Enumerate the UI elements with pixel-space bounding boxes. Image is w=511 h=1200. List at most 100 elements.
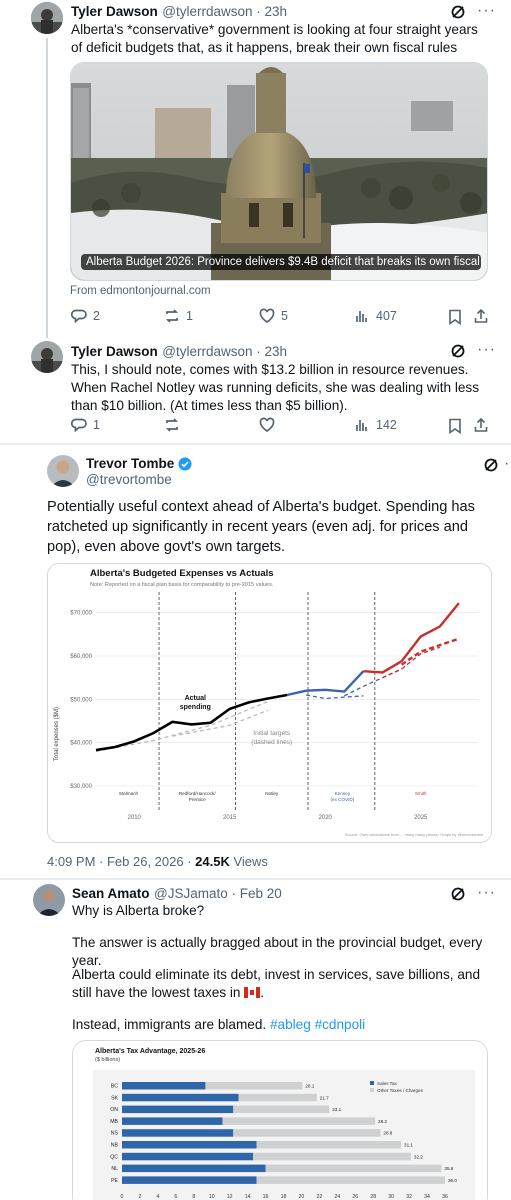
bar-total-label: 28.8 bbox=[383, 1131, 392, 1136]
chart-image-card[interactable]: Alberta's Budgeted Expenses vs Actuals N… bbox=[47, 563, 492, 843]
tweet-line-4-text: Instead, immigrants are blamed. bbox=[72, 1017, 267, 1032]
bar-other-taxes bbox=[252, 1152, 411, 1161]
author-handle[interactable]: @trevortombe bbox=[86, 472, 172, 487]
grok-icon[interactable] bbox=[450, 886, 466, 902]
x-tick-label: 24 bbox=[334, 1194, 340, 1200]
x-tick-label: 4 bbox=[156, 1194, 159, 1200]
like-button[interactable] bbox=[259, 417, 281, 433]
bar-other-taxes bbox=[233, 1129, 381, 1137]
more-icon[interactable]: ··· bbox=[477, 2, 496, 19]
era-label: Notley bbox=[265, 791, 279, 796]
bar-total-label: 31.1 bbox=[404, 1143, 413, 1148]
x-tick-label: 36 bbox=[442, 1194, 448, 1200]
more-icon[interactable]: ··· bbox=[477, 341, 496, 358]
era-label: (ex COVID) bbox=[331, 797, 355, 802]
x-tick-label: 12 bbox=[227, 1194, 233, 1200]
grok-icon[interactable] bbox=[483, 457, 499, 473]
x-tick-label: 20 bbox=[299, 1194, 305, 1200]
reply-button[interactable]: 2 bbox=[71, 308, 100, 324]
reply-button[interactable]: 1 bbox=[71, 417, 100, 433]
views-button[interactable]: 142 bbox=[354, 417, 397, 433]
bookmark-icon[interactable] bbox=[448, 309, 462, 325]
x-tick-label: 2025 bbox=[414, 815, 428, 821]
category-label: NB bbox=[111, 1143, 119, 1149]
chart-title: Alberta's Tax Advantage, 2025-26 bbox=[95, 1048, 205, 1055]
category-label: SK bbox=[111, 1095, 118, 1101]
annotation-actual-spending: Actual bbox=[185, 695, 206, 702]
bar-total-label: 35.6 bbox=[444, 1166, 453, 1171]
tweet-header: Tyler Dawson @tylerrdawson · 23h bbox=[71, 3, 287, 21]
tweet-text: This, I should note, comes with $13.2 bi… bbox=[71, 362, 480, 413]
repost-button[interactable] bbox=[164, 417, 186, 433]
bar-sales-tax bbox=[122, 1117, 223, 1125]
avatar[interactable] bbox=[31, 341, 63, 373]
tweet-timestamp: 4:09 PM · Feb 26, 2026 · 24.5K Views bbox=[47, 854, 268, 869]
bar-sales-tax bbox=[122, 1152, 253, 1161]
grok-icon[interactable] bbox=[450, 343, 466, 359]
avatar[interactable] bbox=[33, 884, 65, 916]
verified-badge-icon bbox=[178, 457, 192, 470]
x-tick-label: 2020 bbox=[319, 815, 333, 821]
reply-count: 2 bbox=[93, 309, 100, 323]
bar-other-taxes bbox=[205, 1082, 303, 1090]
more-icon[interactable]: ··· bbox=[477, 884, 496, 901]
link-card[interactable]: Alberta Budget 2026: Province delivers $… bbox=[70, 62, 488, 281]
y-tick-label: $50,000 bbox=[70, 697, 92, 703]
tax-chart-card[interactable]: Alberta's Tax Advantage, 2025-26 ($ bill… bbox=[72, 1040, 488, 1200]
target-dashed-line bbox=[95, 700, 269, 752]
tweet-text: Potentially useful context ahead of Albe… bbox=[47, 499, 475, 555]
avatar[interactable] bbox=[31, 2, 63, 34]
era-label: Smith bbox=[415, 791, 427, 796]
grok-icon[interactable] bbox=[450, 4, 466, 20]
hashtags-link[interactable]: #ableg #cdnpoli bbox=[269, 1017, 366, 1032]
target-dashed-line bbox=[305, 694, 364, 700]
target-dashed-line bbox=[382, 646, 441, 679]
series-line bbox=[363, 602, 460, 674]
views-button[interactable]: 407 bbox=[354, 308, 397, 324]
x-tick-label: 16 bbox=[263, 1194, 269, 1200]
author-name[interactable]: Tyler Dawson bbox=[71, 344, 158, 359]
more-icon[interactable]: ··· bbox=[504, 455, 511, 472]
tweet-header: Sean Amato @JSJamato · Feb 20 bbox=[72, 885, 282, 903]
x-tick-label: 28 bbox=[370, 1194, 376, 1200]
bar-other-taxes bbox=[222, 1117, 376, 1125]
author-handle[interactable]: @JSJamato · Feb 20 bbox=[153, 886, 282, 901]
repost-icon bbox=[165, 309, 179, 323]
series-line bbox=[286, 670, 365, 697]
share-icon[interactable] bbox=[473, 308, 489, 324]
heart-icon bbox=[259, 308, 275, 323]
tweet-line-2: The answer is actually bragged about in … bbox=[72, 935, 483, 968]
like-button[interactable]: 5 bbox=[259, 308, 288, 324]
series-line bbox=[400, 637, 460, 666]
era-label: Redford/Hancock/ bbox=[179, 791, 216, 796]
avatar[interactable] bbox=[47, 455, 79, 487]
author-name[interactable]: Tyler Dawson bbox=[71, 4, 158, 19]
era-label: Kenney bbox=[335, 791, 351, 796]
author-handle[interactable]: @tylerrdawson · 23h bbox=[162, 4, 287, 19]
author-handle[interactable]: @tylerrdawson · 23h bbox=[162, 344, 287, 359]
bar-sales-tax bbox=[122, 1164, 266, 1173]
y-tick-label: $40,000 bbox=[70, 741, 92, 747]
x-tick-label: 2 bbox=[138, 1194, 141, 1200]
bookmark-icon[interactable] bbox=[448, 418, 462, 434]
x-tick-label: 2010 bbox=[128, 815, 142, 821]
tweet-actions: 1 142 bbox=[71, 417, 491, 435]
chart-y-label: Total expenses ($M) bbox=[54, 707, 60, 761]
bar-sales-tax bbox=[122, 1176, 257, 1184]
bar-total-label: 28.2 bbox=[378, 1119, 387, 1124]
share-icon[interactable] bbox=[473, 417, 489, 433]
author-name[interactable]: Trevor Tombe bbox=[86, 456, 175, 471]
annotation-initial-targets: Initial targets bbox=[253, 730, 291, 737]
x-tick-label: 2015 bbox=[223, 815, 237, 821]
repost-button[interactable]: 1 bbox=[164, 308, 193, 324]
category-label: BC bbox=[111, 1084, 118, 1090]
author-name[interactable]: Sean Amato bbox=[72, 886, 150, 901]
chart-source: Source: Own calculations from ... many m… bbox=[345, 832, 484, 837]
tweet-line-4: Instead, immigrants are blamed. #ableg #… bbox=[72, 1016, 492, 1034]
timestamp-text[interactable]: 4:09 PM · Feb 26, 2026 · bbox=[47, 854, 196, 869]
repost-count: 1 bbox=[186, 309, 193, 323]
category-label: PE bbox=[111, 1178, 118, 1184]
link-source[interactable]: From edmontonjournal.com bbox=[70, 285, 211, 297]
repost-icon bbox=[165, 418, 179, 432]
heart-icon bbox=[259, 417, 275, 432]
